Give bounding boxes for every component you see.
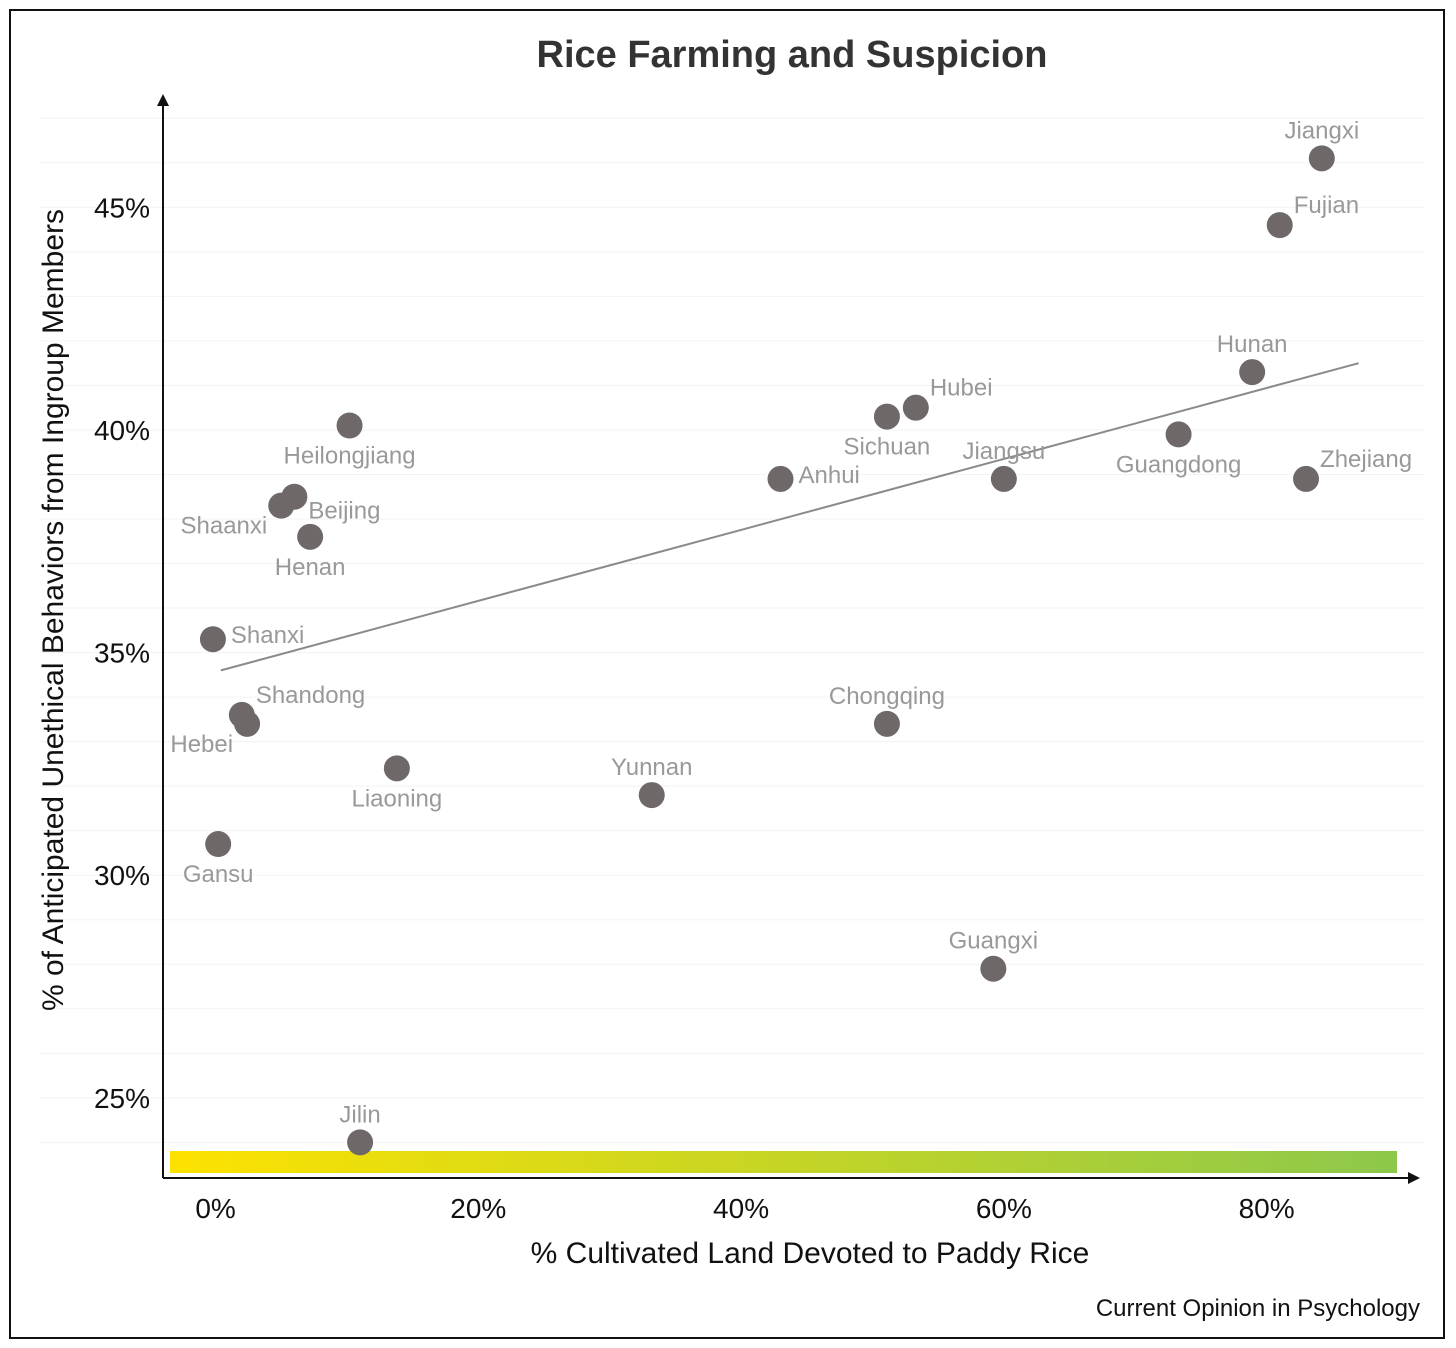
data-point-label: Guangxi [949, 928, 1038, 955]
data-points [199, 145, 1335, 1156]
data-point [383, 755, 410, 782]
data-point [980, 955, 1007, 982]
y-tick-label: 45% [94, 192, 150, 223]
y-tick-labels: 25% 30% 35% 40% 45% [94, 192, 150, 1114]
chart-frame [9, 9, 1445, 1339]
data-point-label: Shaanxi [181, 513, 268, 540]
data-point [1239, 359, 1266, 386]
data-point-label: Beijing [308, 498, 380, 525]
y-tick-label: 35% [94, 638, 150, 669]
data-point [347, 1129, 374, 1156]
data-point [297, 523, 324, 550]
data-point-label: Heilongjiang [284, 442, 416, 469]
y-axis-label: % of Anticipated Unethical Behaviors fro… [37, 209, 70, 1011]
data-point-label: Guangdong [1116, 451, 1241, 478]
chart-title: Rice Farming and Suspicion [537, 34, 1048, 76]
data-point-label: Jiangsu [962, 438, 1045, 465]
y-tick-label: 30% [94, 860, 150, 891]
x-tick-label: 40% [713, 1193, 769, 1224]
y-tick-label: 25% [94, 1083, 150, 1114]
data-point-labels: Jiangxi Fujian Hunan Hubei Sichuan Guangdong H… [170, 117, 1412, 1128]
data-point-label: Zhejiang [1320, 446, 1412, 473]
data-point [1293, 465, 1320, 492]
data-point [1165, 421, 1192, 448]
data-point-label: Shandong [256, 682, 365, 709]
data-point [767, 465, 794, 492]
y-tick-label: 40% [94, 415, 150, 446]
data-point [873, 710, 900, 737]
x-tick-label: 60% [976, 1193, 1032, 1224]
x-tick-label: 0% [195, 1193, 235, 1224]
data-point [1308, 145, 1335, 172]
data-point-label: Gansu [183, 861, 254, 888]
data-point-label: Liaoning [351, 785, 442, 812]
data-point [336, 412, 363, 439]
data-point-label: Anhui [799, 462, 860, 489]
data-point [205, 831, 232, 858]
data-point [1266, 212, 1293, 239]
x-tick-labels: 0% 20% 40% 60% 80% [195, 1193, 1294, 1224]
x-axis-label: % Cultivated Land Devoted to Paddy Rice [531, 1237, 1090, 1270]
data-point [234, 710, 261, 737]
rice-gradient-bar [170, 1151, 1397, 1173]
x-tick-label: 80% [1239, 1193, 1295, 1224]
data-point-label: Yunnan [611, 754, 692, 781]
data-point-label: Hunan [1217, 331, 1288, 358]
data-point-label: Jilin [339, 1101, 380, 1128]
data-point-label: Hubei [930, 375, 993, 402]
data-point [638, 782, 665, 809]
data-point-label: Jiangxi [1284, 117, 1359, 144]
data-point-label: Shanxi [231, 622, 304, 649]
data-point-label: Henan [275, 554, 346, 581]
data-point [990, 465, 1017, 492]
x-tick-label: 20% [450, 1193, 506, 1224]
gridlines [40, 117, 1425, 1143]
data-point-label: Hebei [170, 731, 233, 758]
data-point-label: Sichuan [844, 434, 931, 461]
source-credit: Current Opinion in Psychology [1096, 1295, 1420, 1322]
data-point [902, 394, 929, 421]
data-point-label: Chongqing [829, 683, 945, 710]
data-point [199, 626, 226, 653]
data-point-label: Fujian [1294, 192, 1359, 219]
data-point [268, 492, 295, 519]
trend-line [220, 362, 1359, 672]
data-point [873, 403, 900, 430]
